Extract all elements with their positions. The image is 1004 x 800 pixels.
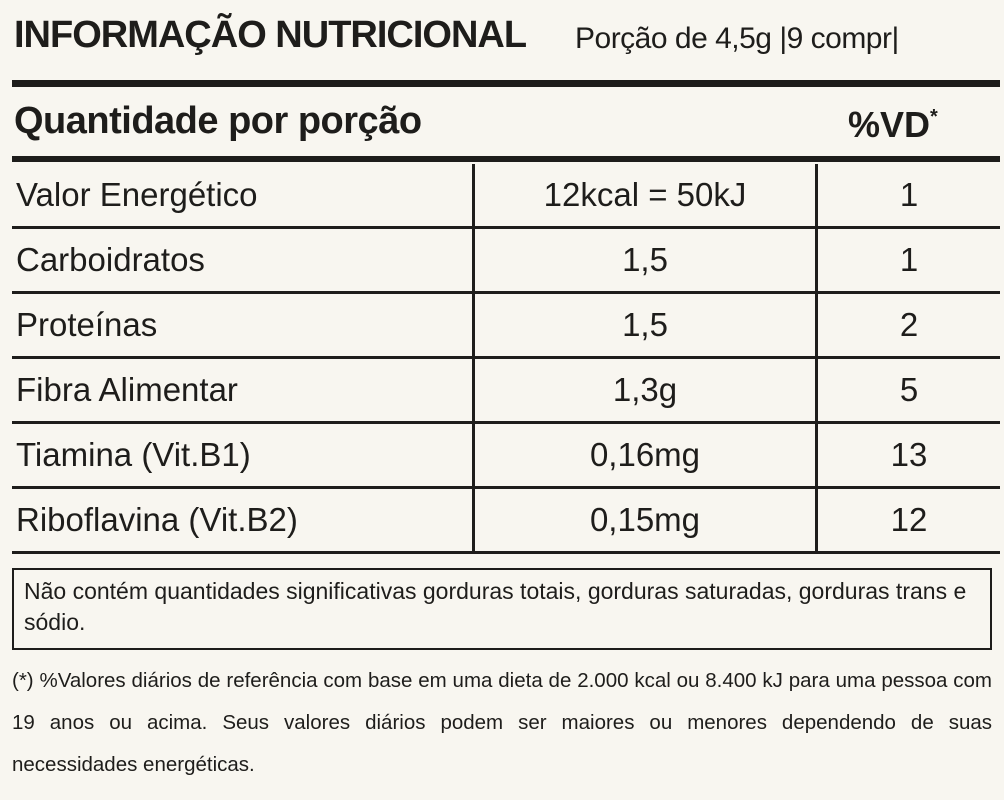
nutrient: Tiamina (Vit.B1): [12, 422, 474, 489]
nutrition-table: Valor Energético 12kcal = 50kJ 1 Carboidrat…: [12, 164, 1000, 554]
nutrient: Valor Energético: [12, 164, 474, 229]
amount: 1,3g: [472, 357, 818, 424]
vd-heading: %VD*: [848, 104, 938, 146]
title: INFORMAÇÃO NUTRICIONAL: [14, 14, 527, 56]
vd-label: %VD: [848, 104, 931, 145]
daily-value: 12: [816, 487, 1000, 554]
daily-value: 13: [816, 422, 1000, 489]
daily-value: 1: [816, 164, 1000, 229]
table-row: Carboidratos 1,5 1: [12, 227, 1000, 294]
divider: [12, 80, 1000, 87]
table-row: Riboflavina (Vit.B2) 0,15mg 12: [12, 487, 1000, 554]
daily-value: 1: [816, 227, 1000, 294]
divider: [12, 156, 1000, 162]
note: Não contém quantidades significativas go…: [12, 568, 992, 650]
nutrient: Proteínas: [12, 292, 474, 359]
amount: 12kcal = 50kJ: [472, 164, 818, 229]
footnote: (*) %Valores diários de referência com b…: [12, 669, 992, 776]
amount: 0,16mg: [472, 422, 818, 489]
daily-value: 2: [816, 292, 1000, 359]
table-heading: Quantidade por porção: [14, 100, 422, 142]
serving: Porção de 4,5g |9 compr|: [575, 22, 899, 55]
nutrient: Riboflavina (Vit.B2): [12, 487, 474, 554]
table-row: Proteínas 1,5 2: [12, 292, 1000, 359]
daily-value: 5: [816, 357, 1000, 424]
nutrient: Carboidratos: [12, 227, 474, 294]
amount: 1,5: [472, 227, 818, 294]
amount: 0,15mg: [472, 487, 818, 554]
table-row: Fibra Alimentar 1,3g 5: [12, 357, 1000, 424]
nutrient: Fibra Alimentar: [12, 357, 474, 424]
table-row: Tiamina (Vit.B1) 0,16mg 13: [12, 422, 1000, 489]
amount: 1,5: [472, 292, 818, 359]
table-row: Valor Energético 12kcal = 50kJ 1: [12, 164, 1000, 229]
vd-mark: *: [930, 106, 938, 128]
